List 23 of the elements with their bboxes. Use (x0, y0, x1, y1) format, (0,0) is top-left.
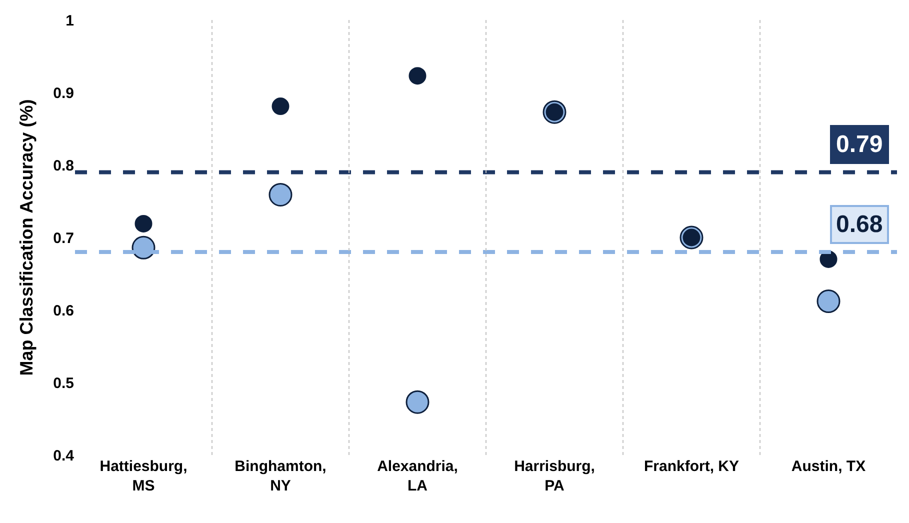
x-tick-label: Austin, TX (791, 458, 866, 475)
point (816, 290, 840, 314)
point (132, 236, 156, 260)
y-tick-label: 0.9 (53, 84, 74, 102)
point (408, 67, 426, 85)
x-tick-label: Harrisburg, PA (514, 458, 595, 494)
point (268, 182, 292, 206)
x-tick-label: Binghamton, NY (234, 458, 326, 494)
y-tick-label: 0.6 (53, 302, 74, 320)
point (406, 390, 430, 414)
x-tick-label: Frankfort, KY (644, 458, 740, 475)
y-axis-title: Map Classification Accuracy (%) (16, 99, 36, 376)
ref-line-label: 0.79 (836, 131, 883, 158)
y-tick-label: 0.5 (53, 374, 74, 392)
y-tick-label: 1 (66, 12, 74, 30)
y-tick-label: 0.7 (53, 230, 74, 247)
point (272, 98, 290, 116)
ref-line-label: 0.68 (836, 211, 883, 238)
y-tick-label: 0.8 (53, 157, 74, 174)
x-tick-label: Hattiesburg, MS (100, 458, 188, 494)
point (134, 214, 152, 232)
y-tick-label: 0.4 (53, 447, 75, 464)
x-tick-label: Alexandria, LA (377, 458, 458, 494)
